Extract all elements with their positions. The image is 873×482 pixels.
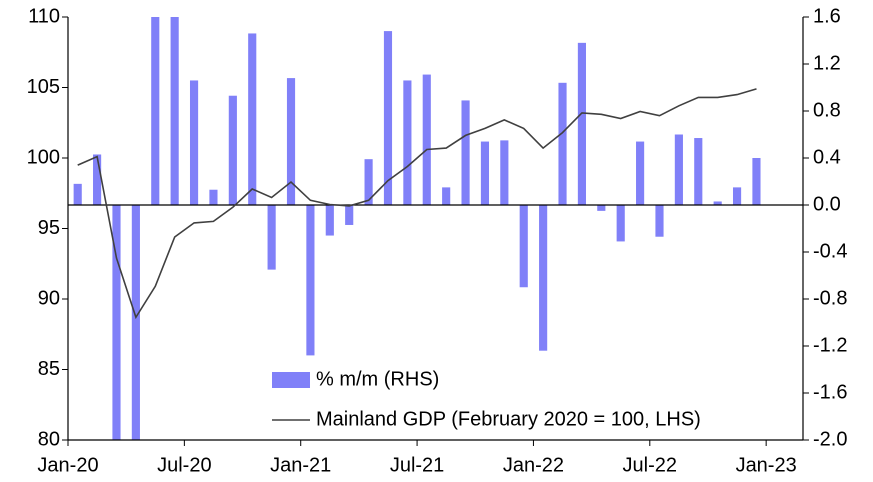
bar (93, 154, 102, 205)
bar (345, 205, 354, 225)
y-tick-label: 110 (28, 5, 60, 27)
bar (306, 205, 315, 356)
bar (461, 100, 470, 205)
legend-swatch (272, 372, 310, 388)
bar (539, 205, 548, 351)
bar (616, 205, 625, 242)
bar (636, 141, 645, 205)
y-tick-label: 100 (27, 146, 60, 168)
bar (73, 183, 82, 205)
y2-tick-label: 1.6 (813, 5, 841, 27)
y-tick-label: 90 (38, 287, 60, 309)
x-tick-label: Jul-21 (390, 454, 444, 476)
legend-label: Mainland GDP (February 2020 = 100, LHS) (316, 408, 701, 430)
bar (267, 205, 276, 270)
x-tick-label: Jan-23 (736, 454, 797, 476)
bar (597, 205, 606, 211)
x-tick-label: Jul-22 (623, 454, 677, 476)
bar (674, 134, 683, 205)
bar (655, 205, 664, 237)
bar (713, 201, 722, 205)
bar (558, 82, 567, 205)
bar (519, 205, 528, 288)
bar (383, 31, 393, 205)
y-tick-label: 105 (27, 76, 60, 98)
bar (694, 138, 703, 205)
bar (131, 205, 140, 440)
bar (228, 95, 237, 205)
bar (500, 140, 509, 205)
line-series (77, 88, 757, 320)
y2-tick-label: -1.2 (813, 334, 847, 356)
bar (248, 33, 257, 206)
bar (442, 187, 451, 205)
x-tick-label: Jan-20 (37, 454, 98, 476)
bar (752, 158, 761, 205)
bar (364, 159, 373, 205)
bar (325, 205, 334, 236)
y-tick-label: 85 (38, 358, 60, 380)
y-tick-label: 80 (38, 428, 60, 450)
y2-tick-label: 0.8 (813, 99, 841, 121)
legend-label: % m/m (RHS) (316, 368, 439, 390)
y-tick-label: 95 (38, 217, 60, 239)
y2-tick-label: -0.8 (813, 287, 847, 309)
y2-tick-label: 1.2 (813, 52, 841, 74)
bar (577, 42, 586, 205)
y2-tick-label: 0.4 (813, 146, 841, 168)
bar (209, 189, 218, 205)
x-tick-label: Jul-20 (157, 454, 211, 476)
bar (170, 17, 179, 205)
bar (151, 17, 160, 205)
bar (112, 205, 121, 440)
bar (480, 141, 490, 205)
bar (286, 78, 296, 205)
y2-tick-label: -1.6 (813, 381, 847, 403)
bar (403, 80, 412, 205)
y2-tick-label: -2.0 (813, 428, 847, 450)
x-tick-label: Jan-22 (503, 454, 564, 476)
y2-tick-label: 0.0 (813, 193, 841, 215)
bar (732, 187, 742, 205)
x-tick-label: Jan-21 (270, 454, 331, 476)
bar (422, 74, 431, 205)
y2-tick-label: -0.4 (813, 240, 847, 262)
bar (189, 80, 199, 205)
